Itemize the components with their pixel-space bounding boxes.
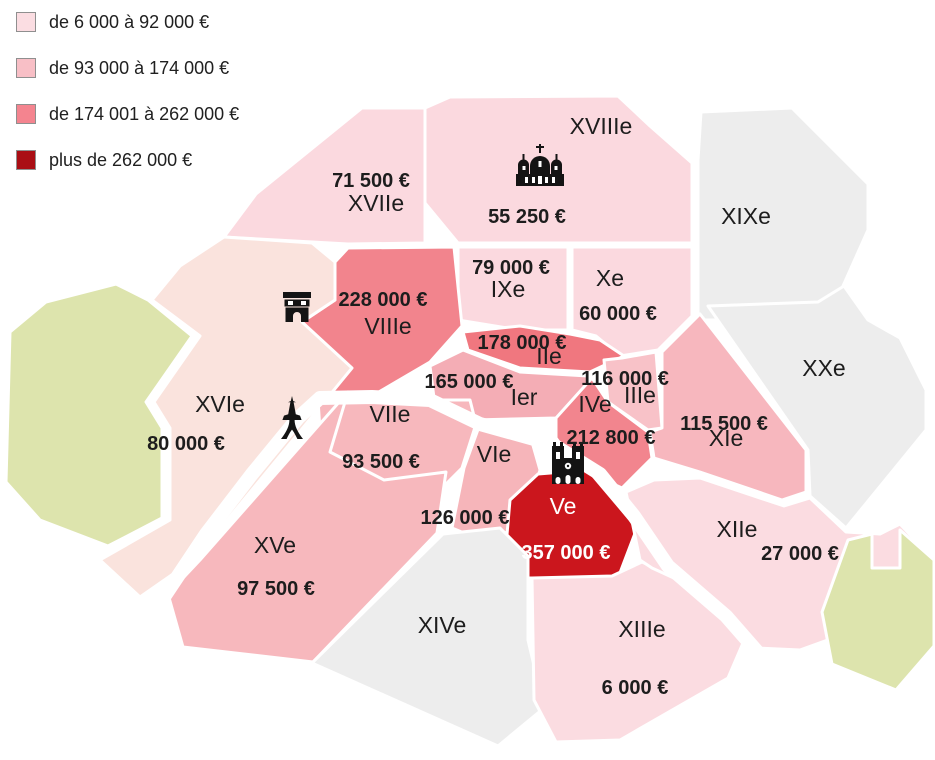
legend-item: de 174 001 à 262 000 €	[16, 104, 239, 124]
region-XVIe-label: XVIe	[195, 391, 245, 417]
region-IIIe-value: 116 000 €	[581, 368, 669, 390]
legend-label: de 6 000 à 92 000 €	[49, 11, 210, 32]
region-IVe-value: 212 800 €	[567, 427, 656, 449]
region-XIIe-value: 27 000 €	[761, 543, 839, 565]
region-XVe-label: XVe	[254, 532, 296, 558]
region-Ier-label: Ier	[511, 384, 538, 410]
region-XIe-label: XIe	[709, 425, 744, 451]
region-XXe-label: XXe	[802, 355, 845, 381]
region-VIIIe-value: 228 000 €	[339, 289, 428, 311]
legend-label: de 174 001 à 262 000 €	[49, 103, 240, 124]
region-IIe-label: IIe	[536, 343, 562, 369]
region-Xe-value: 60 000 €	[579, 303, 657, 325]
region-XIVe-label: XIVe	[418, 612, 467, 638]
notre-dame-icon	[552, 442, 584, 484]
legend-label: de 93 000 à 174 000 €	[49, 57, 230, 78]
region-Ve-value: 357 000 €	[522, 542, 611, 564]
legend-swatch	[16, 58, 36, 78]
region-XVIIe-label: XVIIe	[348, 190, 404, 216]
region-XVIIIe-label: XVIIIe	[570, 113, 633, 139]
region-XIIe-label: XIIe	[717, 516, 758, 542]
region-XVIIe-value: 71 500 €	[332, 170, 410, 192]
region-XIe[interactable]	[648, 312, 808, 502]
legend-item: de 93 000 à 174 000 €	[16, 58, 239, 78]
legend: de 6 000 à 92 000 € de 93 000 à 174 000 …	[16, 12, 239, 196]
legend-item: de 6 000 à 92 000 €	[16, 12, 239, 32]
region-Xe[interactable]	[570, 245, 694, 358]
region-IIe-value: 178 000 €	[478, 332, 567, 354]
region-VIIe-value: 93 500 €	[342, 451, 420, 473]
region-XIe-value: 115 500 €	[680, 413, 768, 435]
region-XVIe[interactable]	[98, 235, 354, 599]
region-XVe-value: 97 500 €	[237, 578, 315, 600]
bois-de-boulogne	[4, 282, 194, 548]
legend-item: plus de 262 000 €	[16, 150, 239, 170]
region-Ve-label: Ve	[550, 493, 577, 519]
region-VIIIe-label: VIIIe	[364, 313, 411, 339]
region-XVIIIe-value: 55 250 €	[488, 206, 566, 228]
region-IXe-label: IXe	[491, 276, 526, 302]
region-IIIe-label: IIIe	[624, 382, 656, 408]
eiffel-tower-icon	[281, 396, 303, 439]
region-VIe-value: 126 000 €	[421, 507, 510, 529]
legend-swatch	[16, 104, 36, 124]
region-Xe-label: Xe	[596, 265, 624, 291]
region-XXe[interactable]	[706, 284, 928, 530]
region-Ier-value: 165 000 €	[425, 371, 514, 393]
region-XIIIe[interactable]	[530, 560, 748, 744]
region-VIIe-label: VIIe	[370, 401, 411, 427]
bois-de-vincennes	[820, 528, 935, 692]
region-XIXe-label: XIXe	[721, 203, 771, 229]
sacre-coeur-icon	[516, 144, 564, 186]
seine-river	[155, 390, 782, 679]
region-XIIIe-label: XIIIe	[618, 616, 665, 642]
region-XIIIe-value: 6 000 €	[602, 677, 669, 699]
region-IVe-label: IVe	[578, 391, 611, 417]
legend-swatch	[16, 12, 36, 32]
region-IIe[interactable]	[461, 324, 626, 374]
region-XVIe-value: 80 000 €	[147, 433, 225, 455]
region-VIe-label: VIe	[477, 441, 512, 467]
legend-label: plus de 262 000 €	[49, 149, 193, 170]
legend-swatch	[16, 150, 36, 170]
region-IXe-value: 79 000 €	[472, 257, 550, 279]
arc-de-triomphe-icon	[283, 292, 311, 322]
